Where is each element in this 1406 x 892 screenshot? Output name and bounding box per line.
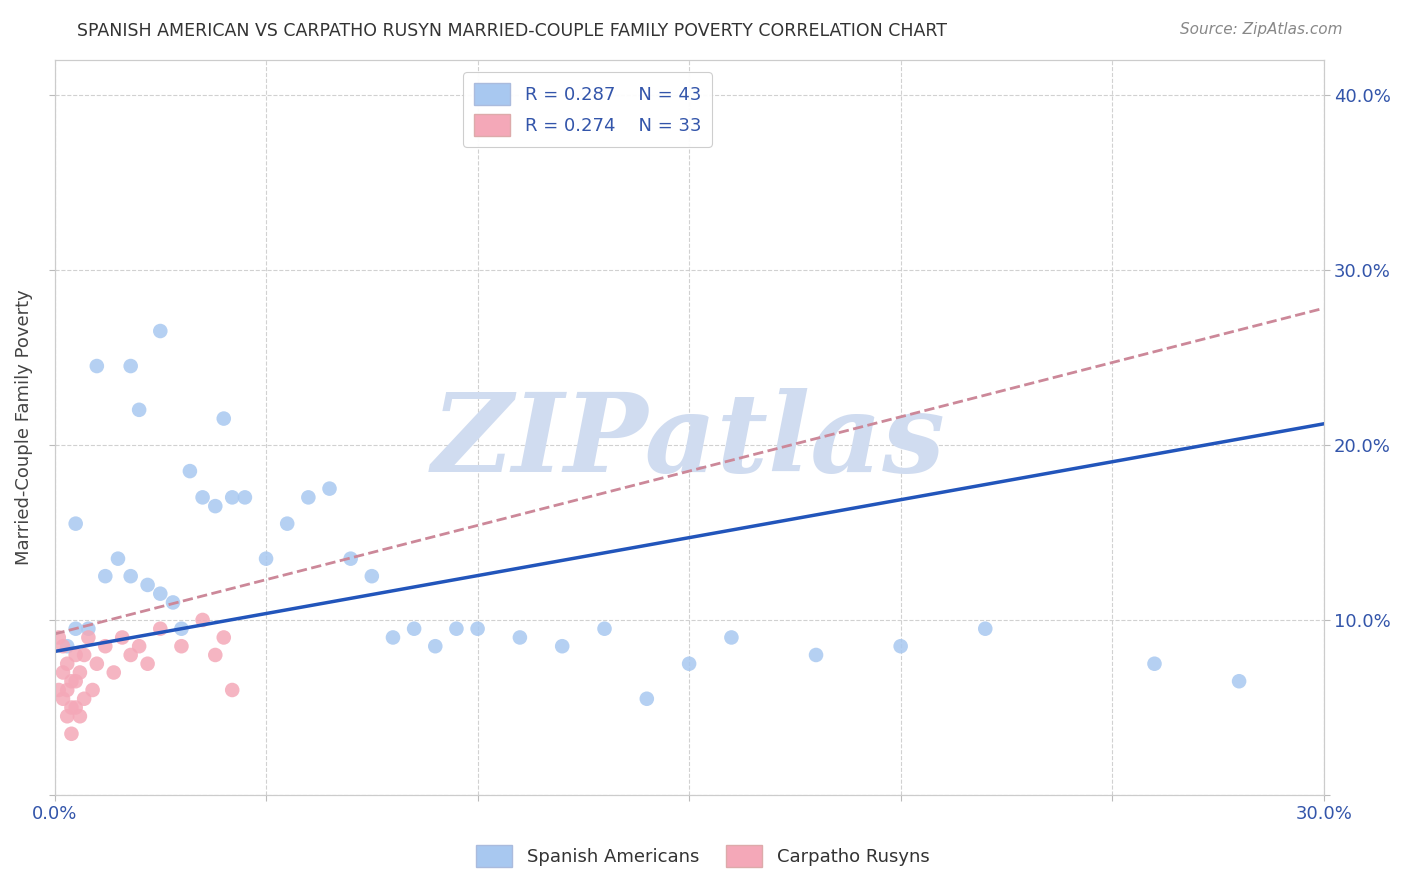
Point — [52, 639, 75, 653]
Point — [69, 709, 91, 723]
Point — [86, 359, 108, 373]
Point — [191, 613, 214, 627]
Point — [170, 622, 193, 636]
Point — [111, 631, 134, 645]
Point — [82, 683, 104, 698]
Point — [276, 516, 298, 531]
Point — [204, 499, 226, 513]
Point — [128, 639, 150, 653]
Point — [65, 648, 87, 662]
Point — [1143, 657, 1166, 671]
Point — [221, 683, 243, 698]
Point — [136, 657, 159, 671]
Point — [149, 587, 172, 601]
Point — [678, 657, 700, 671]
Point — [69, 665, 91, 680]
Point — [65, 516, 87, 531]
Point — [890, 639, 912, 653]
Point — [60, 700, 83, 714]
Point — [318, 482, 340, 496]
Point — [73, 648, 96, 662]
Point — [94, 639, 117, 653]
Point — [212, 631, 235, 645]
Point — [425, 639, 447, 653]
Point — [149, 622, 172, 636]
Point — [467, 622, 489, 636]
Point — [52, 691, 75, 706]
Point — [136, 578, 159, 592]
Point — [233, 491, 256, 505]
Point — [149, 324, 172, 338]
Point — [56, 709, 79, 723]
Point — [128, 402, 150, 417]
Point — [804, 648, 827, 662]
Point — [56, 657, 79, 671]
Point — [120, 359, 142, 373]
Point — [593, 622, 616, 636]
Point — [56, 639, 79, 653]
Text: Source: ZipAtlas.com: Source: ZipAtlas.com — [1180, 22, 1343, 37]
Point — [381, 631, 404, 645]
Point — [60, 674, 83, 689]
Point — [52, 665, 75, 680]
Point — [48, 631, 70, 645]
Point — [551, 639, 574, 653]
Point — [120, 648, 142, 662]
Point — [221, 491, 243, 505]
Point — [65, 700, 87, 714]
Text: SPANISH AMERICAN VS CARPATHO RUSYN MARRIED-COUPLE FAMILY POVERTY CORRELATION CHA: SPANISH AMERICAN VS CARPATHO RUSYN MARRI… — [77, 22, 948, 40]
Point — [65, 674, 87, 689]
Point — [60, 727, 83, 741]
Legend: R = 0.287    N = 43, R = 0.274    N = 33: R = 0.287 N = 43, R = 0.274 N = 33 — [464, 72, 711, 147]
Point — [297, 491, 319, 505]
Point — [179, 464, 201, 478]
Point — [94, 569, 117, 583]
Point — [339, 551, 361, 566]
Point — [360, 569, 382, 583]
Y-axis label: Married-Couple Family Poverty: Married-Couple Family Poverty — [15, 290, 32, 566]
Point — [974, 622, 997, 636]
Point — [56, 683, 79, 698]
Point — [103, 665, 125, 680]
Text: ZIPatlas: ZIPatlas — [432, 388, 946, 496]
Point — [77, 622, 100, 636]
Point — [48, 683, 70, 698]
Point — [170, 639, 193, 653]
Point — [162, 595, 184, 609]
Point — [254, 551, 277, 566]
Point — [404, 622, 426, 636]
Point — [120, 569, 142, 583]
Legend: Spanish Americans, Carpatho Rusyns: Spanish Americans, Carpatho Rusyns — [470, 838, 936, 874]
Point — [107, 551, 129, 566]
Point — [65, 622, 87, 636]
Point — [720, 631, 742, 645]
Point — [77, 631, 100, 645]
Point — [73, 691, 96, 706]
Point — [204, 648, 226, 662]
Point — [212, 411, 235, 425]
Point — [446, 622, 468, 636]
Point — [86, 657, 108, 671]
Point — [636, 691, 658, 706]
Point — [191, 491, 214, 505]
Point — [509, 631, 531, 645]
Point — [1227, 674, 1250, 689]
